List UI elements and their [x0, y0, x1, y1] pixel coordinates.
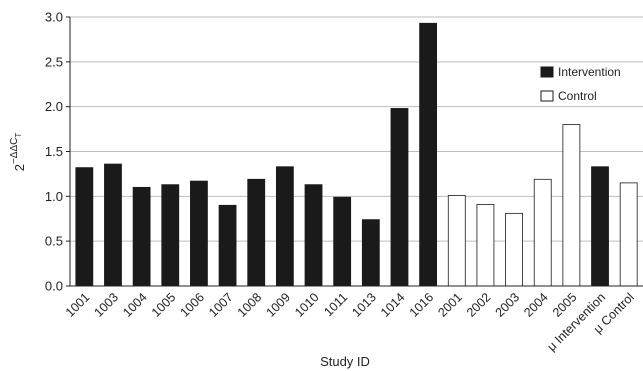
legend-swatch-intervention [540, 66, 554, 78]
bar-2004 [533, 178, 552, 287]
x-tick-label: 1004 [120, 290, 150, 320]
x-tick-labels: 1001 1003 1004 1005 1006 1007 1008 1009 1010 1011… [63, 290, 637, 354]
x-tick-label: 2001 [435, 290, 465, 320]
bar-1010 [304, 184, 323, 287]
y-tick-label: 0.5 [45, 234, 63, 249]
x-tick-label: 2003 [493, 290, 523, 320]
x-tick-label: 1005 [149, 290, 179, 320]
bar-1005 [161, 184, 180, 287]
bar-2003 [505, 212, 523, 287]
bar-1014 [390, 108, 409, 287]
y-axis-label: 2−ΔΔCT [9, 133, 27, 172]
legend-label-intervention: Intervention [558, 65, 621, 79]
bar-1008 [247, 178, 266, 287]
x-tick-label: 1003 [92, 290, 122, 320]
x-tick-label: 1014 [378, 290, 408, 320]
legend-label-control: Control [558, 89, 597, 103]
x-tick-label: 1013 [349, 290, 379, 320]
y-tick-label: 3.0 [45, 10, 63, 25]
bar-1016 [419, 22, 438, 287]
y-tick-label: 1.5 [45, 144, 63, 159]
bar--control [619, 182, 638, 287]
legend-swatch-control [540, 90, 554, 102]
bar-2001 [447, 195, 466, 287]
x-axis-label: Study ID [320, 354, 370, 369]
bar-1004 [132, 186, 151, 287]
y-tick-labels: 0.0 0.5 1.0 1.5 2.0 2.5 3.0 [45, 10, 70, 294]
bar-2002 [476, 204, 495, 287]
bar-1007 [218, 204, 237, 287]
x-tick-label: 1011 [321, 290, 350, 319]
x-tick-label: 1006 [177, 290, 207, 320]
y-tick-label: 2.0 [45, 99, 63, 114]
bar-1001 [75, 167, 94, 287]
y-axis-label-subscript: T [14, 133, 23, 138]
x-tick-label: 1001 [63, 290, 93, 320]
bar-1003 [104, 163, 122, 287]
y-axis-label-base: 2 [12, 164, 27, 171]
y-tick-label: 0.0 [45, 279, 63, 294]
x-tick-label: 1010 [292, 290, 322, 320]
x-tick-label: 2002 [464, 290, 494, 320]
bar--intervention [591, 166, 609, 287]
x-tick-label: 2004 [521, 290, 551, 320]
x-tick-label: 1009 [263, 290, 293, 320]
bar-1013 [361, 219, 380, 287]
bar-2005 [562, 124, 581, 287]
y-axis-label-exponent: −ΔΔC [9, 138, 20, 164]
y-tick-label: 1.0 [45, 189, 63, 204]
bar-1009 [275, 166, 294, 287]
legend: Intervention Control [540, 65, 621, 103]
bar-1006 [190, 180, 208, 287]
bars [75, 22, 638, 287]
x-tick-label: 1008 [235, 290, 265, 320]
bar-1011 [333, 196, 352, 287]
x-tick-label: 1007 [206, 290, 236, 320]
grid-lines [70, 16, 643, 242]
x-tick-label: 1016 [407, 290, 437, 320]
y-tick-label: 2.5 [45, 54, 63, 69]
